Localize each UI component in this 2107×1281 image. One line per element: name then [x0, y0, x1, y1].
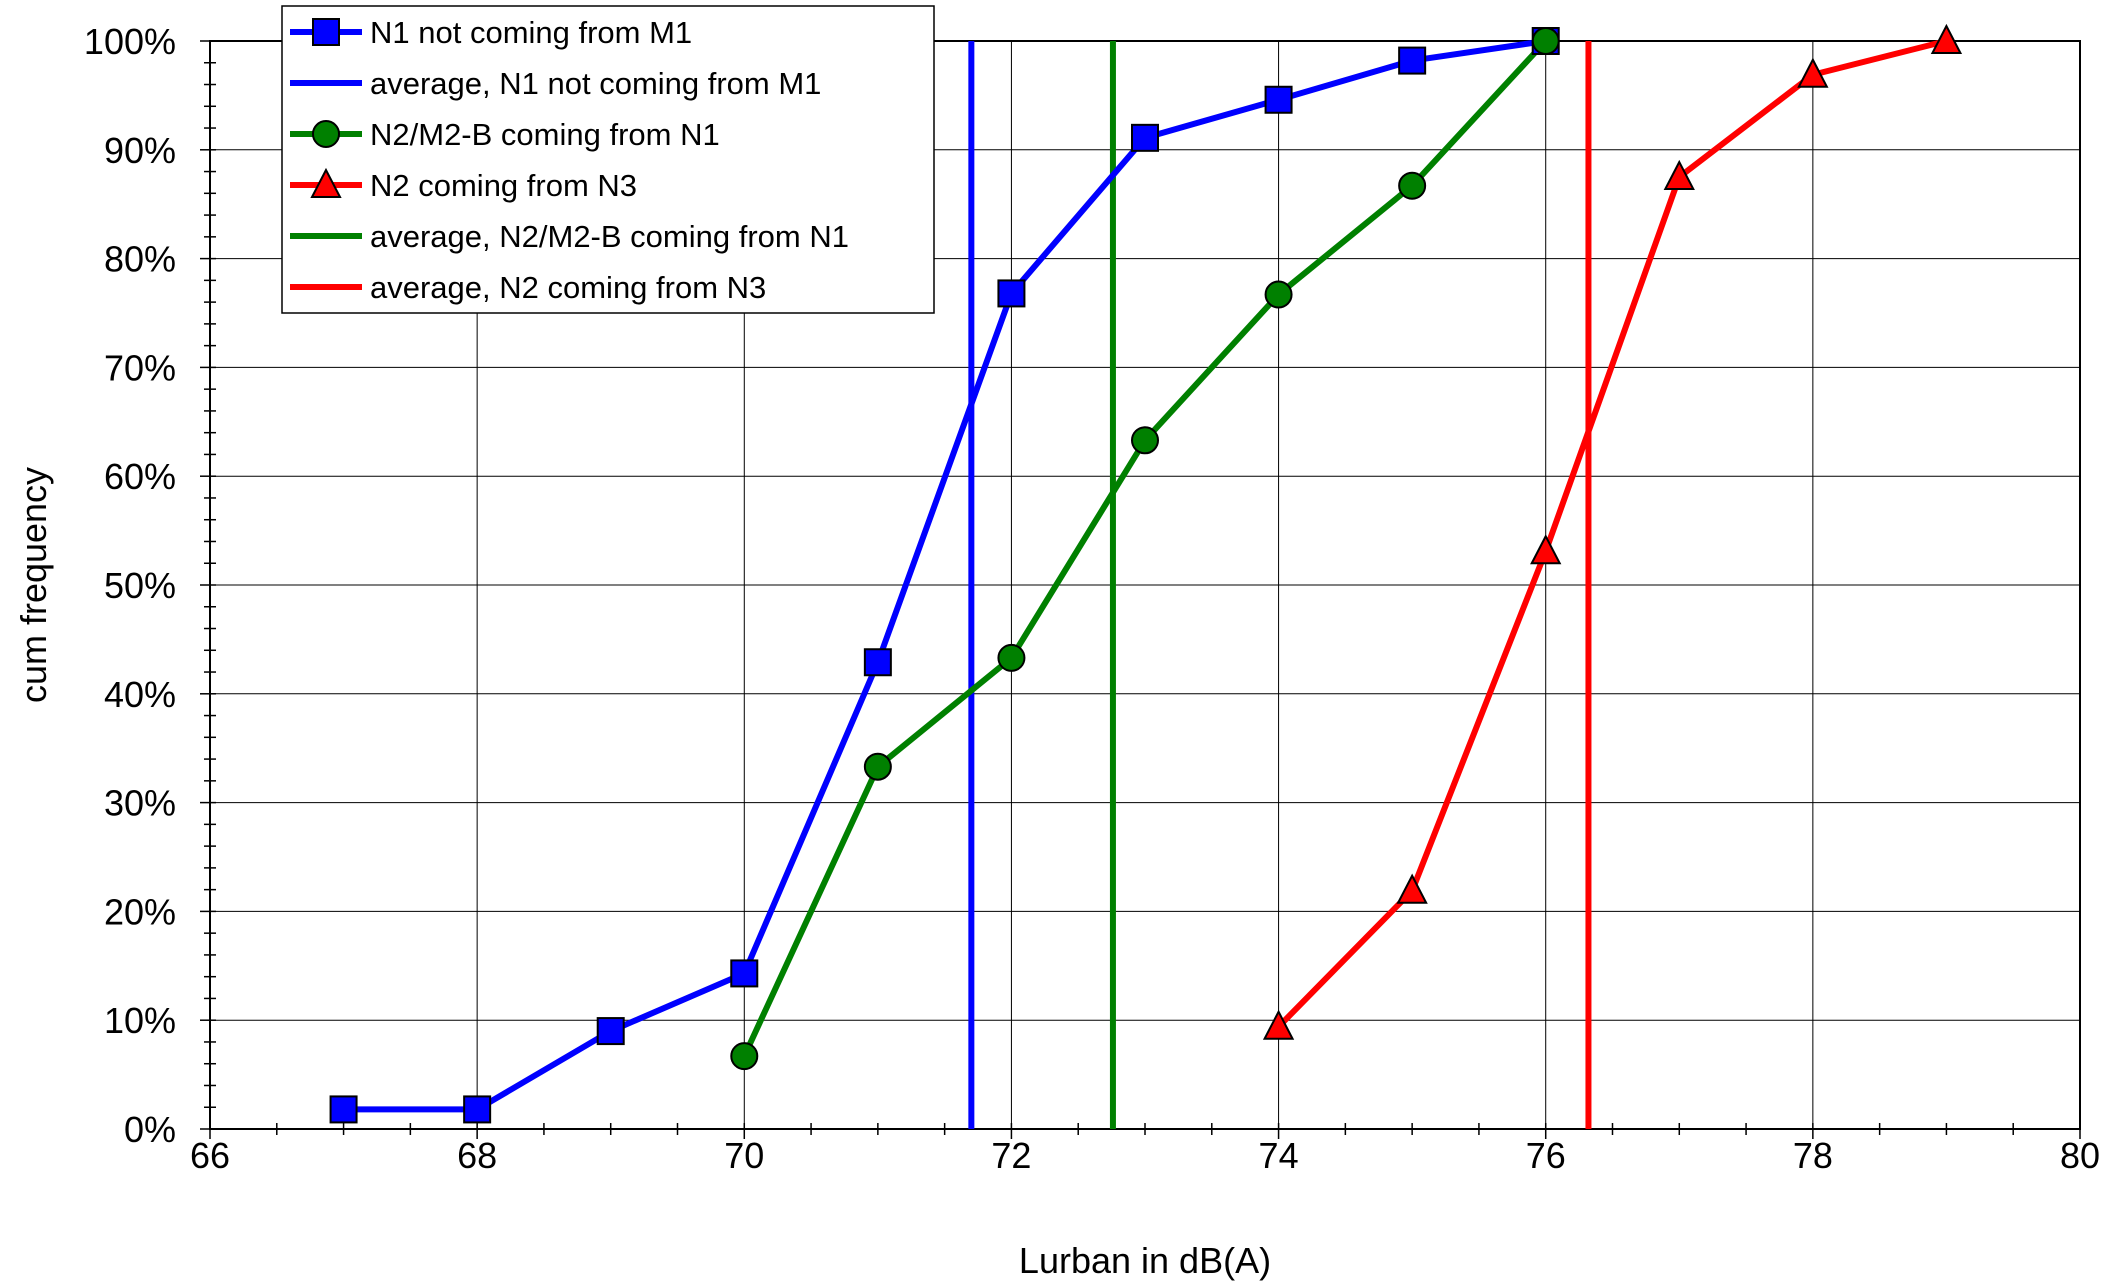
average-lines [968, 41, 1592, 1129]
legend-label: average, N1 not coming from M1 [370, 66, 821, 101]
x-tick-labels: 66 68 70 72 74 76 78 80 [190, 1135, 2100, 1176]
legend-label: N2 coming from N3 [370, 168, 637, 203]
y-tick-label: 60% [104, 456, 176, 497]
data-point-circle [730, 1042, 759, 1071]
data-point-triangle [1663, 159, 1695, 190]
y-axis-title: cum frequency [13, 467, 54, 703]
x-tick-label: 68 [457, 1135, 497, 1176]
legend-box [281, 5, 935, 314]
series-line [343, 38, 1547, 1113]
data-point-square [329, 1095, 358, 1124]
data-point-triangle [1396, 873, 1428, 904]
data-point-square [1398, 46, 1427, 75]
y-tick-label: 70% [104, 347, 176, 388]
data-point-square [1264, 85, 1293, 114]
x-tick-label: 66 [190, 1135, 230, 1176]
data-point-triangle [1530, 534, 1562, 565]
x-tick-label: 78 [1793, 1135, 1833, 1176]
y-tick-label: 80% [104, 239, 176, 280]
y-tick-label: 0% [124, 1109, 176, 1150]
data-series [329, 23, 1963, 1124]
data-point-circle [1264, 280, 1293, 309]
data-point-square [1131, 123, 1159, 152]
data-point-triangle [1797, 57, 1829, 88]
legend: N1 not coming from M1 average, N1 not com… [281, 5, 935, 314]
data-point-circle [997, 643, 1026, 672]
legend-label: N2/M2-B coming from N1 [370, 117, 720, 152]
data-point-circle [1531, 27, 1560, 55]
series-line [1276, 38, 1948, 1029]
y-tick-label: 20% [104, 891, 176, 932]
data-point-circle [863, 752, 892, 781]
legend-label: average, N2 coming from N3 [370, 270, 766, 305]
y-tick-labels: 0% 10% 20% 30% 40% 50% 60% 70% 80% 90% 100% [84, 21, 176, 1150]
legend-swatch-marker [312, 18, 340, 46]
x-tick-label: 70 [724, 1135, 764, 1176]
legend-label: average, N2/M2-B coming from N1 [370, 219, 849, 254]
data-point-square [730, 959, 759, 988]
x-tick-label: 76 [1526, 1135, 1566, 1176]
x-axis-title: Lurban in dB(A) [1019, 1240, 1271, 1281]
data-point-circle [1131, 426, 1159, 455]
data-point-triangle [1262, 1009, 1295, 1040]
data-point-square [863, 648, 892, 677]
data-point-triangle [1930, 23, 1963, 54]
legend-label: N1 not coming from M1 [370, 15, 692, 50]
y-tick-label: 40% [104, 674, 176, 715]
legend-swatch-marker [312, 120, 340, 148]
data-point-square [596, 1017, 625, 1046]
data-point-square [997, 279, 1026, 308]
y-tick-label: 50% [104, 565, 176, 606]
x-tick-label: 80 [2060, 1135, 2100, 1176]
legend-swatch-marker [310, 167, 342, 198]
y-tick-label: 10% [104, 1000, 176, 1041]
data-point-circle [1398, 171, 1427, 200]
x-tick-label: 72 [991, 1135, 1031, 1176]
minor-ticks [200, 40, 2081, 1139]
y-tick-label: 30% [104, 783, 176, 824]
y-tick-label: 100% [84, 21, 176, 62]
x-tick-label: 74 [1259, 1135, 1299, 1176]
data-point-square [463, 1095, 492, 1124]
y-tick-label: 90% [104, 130, 176, 171]
